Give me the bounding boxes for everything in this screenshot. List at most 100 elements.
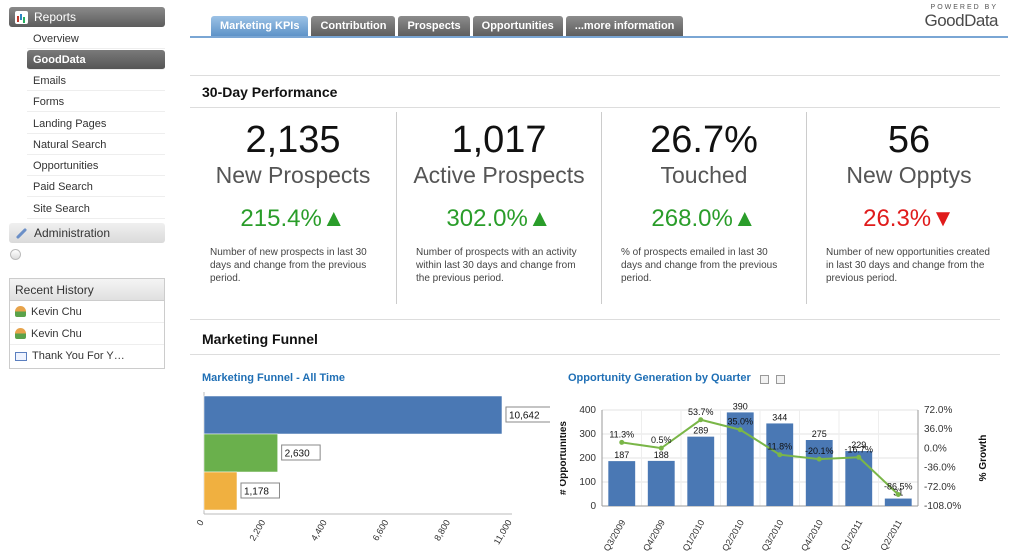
growth-point (619, 439, 625, 445)
growth-point (737, 427, 743, 433)
funnel-tick-label: 8,800 (432, 518, 452, 543)
opportunity-bar (845, 451, 873, 506)
funnel-chart-title: Marketing Funnel - All Time (202, 372, 346, 384)
growth-point (816, 456, 822, 462)
y2-tick-label: -36.0% (924, 463, 956, 474)
funnel-tick-label: 2,200 (247, 518, 267, 543)
kpi-separator (806, 112, 807, 304)
x-tick-label: Q4/2010 (799, 518, 825, 553)
wrench-icon (15, 227, 28, 240)
funnel-bar (203, 471, 238, 511)
tab-contribution[interactable]: Contribution (311, 16, 396, 36)
kpi-description: Number of new opportunities created in l… (826, 247, 990, 284)
sidebar-item-overview[interactable]: Overview (27, 29, 165, 49)
growth-data-label: 35.0% (727, 417, 753, 427)
growth-data-label: -16.7% (844, 444, 873, 454)
funnel-bar (203, 433, 278, 473)
funnel-data-label: 10,642 (509, 411, 540, 422)
kpi-change: 215.4%▲ (240, 205, 346, 232)
funnel-tick-label: 6,600 (371, 518, 391, 543)
divider (190, 107, 1000, 108)
history-item[interactable]: Kevin Chu (10, 323, 164, 345)
radio-button[interactable] (10, 249, 21, 260)
tab-bar: Marketing KPIs Contribution Prospects Op… (211, 16, 684, 36)
funnel-data-label: 2,630 (285, 449, 310, 460)
sidebar-item-landing-pages[interactable]: Landing Pages (27, 114, 165, 134)
history-item-label: Thank You For Y… (32, 350, 125, 362)
tab-prospects[interactable]: Prospects (398, 16, 470, 36)
sidebar-item-opportunities[interactable]: Opportunities (27, 156, 165, 176)
y2-tick-label: 0.0% (924, 443, 947, 454)
recent-history-title: Recent History (10, 279, 164, 301)
recent-history-panel: Recent History Kevin Chu Kevin Chu Thank… (9, 278, 165, 369)
sidebar-item-paid-search[interactable]: Paid Search (27, 177, 165, 197)
tab-more-information[interactable]: ...more information (565, 16, 684, 36)
opportunity-chart: 0 100 200 300 400 72.0% 36.0% 0.0% -36.0% -72.0% -… (560, 401, 989, 553)
kpi-change: 268.0%▲ (651, 205, 757, 232)
funnel-chart: 10,642 2,630 1,178 0 2,200 4,400 6,600 8,800 11,… (195, 392, 550, 546)
bar-data-label: 344 (772, 412, 787, 422)
opportunity-chart-title: Opportunity Generation by Quarter (568, 372, 751, 384)
history-item[interactable]: Kevin Chu (10, 301, 164, 323)
x-tick-label: Q4/2009 (641, 518, 667, 553)
bar-data-label: 289 (693, 426, 708, 436)
growth-data-label: 11.8% (767, 442, 792, 452)
nav-administration-label: Administration (34, 226, 111, 240)
brand-name: GoodData (924, 11, 999, 30)
growth-line (621, 418, 899, 496)
sidebar-item-site-search[interactable]: Site Search (27, 199, 165, 219)
sidebar-item-gooddata[interactable]: GoodData (27, 50, 165, 70)
growth-data-label: 0.5% (651, 435, 672, 445)
reports-icon (15, 10, 28, 24)
sidebar-item-natural-search[interactable]: Natural Search (27, 135, 165, 155)
nav-administration[interactable]: Administration (9, 223, 165, 243)
tab-opportunities[interactable]: Opportunities (472, 16, 563, 36)
bar-data-label: 275 (812, 429, 827, 439)
nav-reports[interactable]: Reports (9, 7, 165, 27)
info-icon[interactable] (776, 375, 785, 384)
x-tick-label: Q1/2011 (839, 518, 865, 552)
powered-by-text: POWERED BY (930, 4, 998, 11)
kpi-description: % of prospects emailed in last 30 days a… (621, 247, 778, 284)
y2-tick-label: -72.0% (924, 482, 956, 493)
funnel-data-label: 1,178 (244, 487, 269, 498)
export-icon[interactable] (760, 375, 769, 384)
kpi-touched: 26.7% Touched 268.0%▲ % of prospects ema… (603, 118, 805, 304)
sidebar-item-forms[interactable]: Forms (27, 92, 165, 112)
kpi-value: 2,135 (245, 119, 341, 161)
history-item[interactable]: Thank You For Y… (10, 345, 164, 367)
history-item-label: Kevin Chu (31, 327, 82, 340)
opportunity-bar (766, 423, 794, 506)
kpi-value: 26.7% (650, 119, 758, 161)
x-tick-label: Q3/2010 (760, 518, 786, 553)
growth-data-label: 11.3% (609, 429, 634, 439)
y2-tick-label: 36.0% (924, 424, 952, 435)
kpi-description: Number of new prospects in last 30 days … (210, 247, 367, 284)
kpi-change: 26.3%▼ (863, 205, 955, 232)
opportunity-bar (687, 436, 715, 506)
bar-data-label: 187 (614, 450, 629, 460)
x-tick-label: Q1/2010 (681, 518, 707, 553)
opportunity-bar (884, 498, 912, 506)
tab-underline (190, 36, 1008, 38)
bar-data-label: 229 (851, 440, 866, 450)
nav-reports-label: Reports (34, 10, 77, 24)
sidebar-item-emails[interactable]: Emails (27, 71, 165, 91)
divider (190, 75, 1000, 76)
kpi-label: New Prospects (215, 162, 371, 188)
funnel-section-title: Marketing Funnel (202, 331, 318, 347)
bar-data-label: 188 (654, 450, 669, 460)
person-icon (15, 306, 26, 317)
opportunity-bar (608, 461, 636, 506)
person-icon (15, 328, 26, 339)
y-tick-label: 300 (579, 429, 596, 440)
kpi-label: New Opptys (846, 162, 972, 188)
y-tick-label: 0 (590, 501, 596, 512)
kpi-separator (601, 112, 602, 304)
opportunity-bar (647, 460, 675, 506)
tab-marketing-kpis[interactable]: Marketing KPIs (211, 16, 309, 36)
funnel-tick-label: 4,400 (309, 518, 329, 543)
funnel-label-box (505, 406, 550, 423)
x-tick-label: Q2/2011 (878, 518, 904, 552)
funnel-tick-label: 0 (195, 518, 206, 527)
